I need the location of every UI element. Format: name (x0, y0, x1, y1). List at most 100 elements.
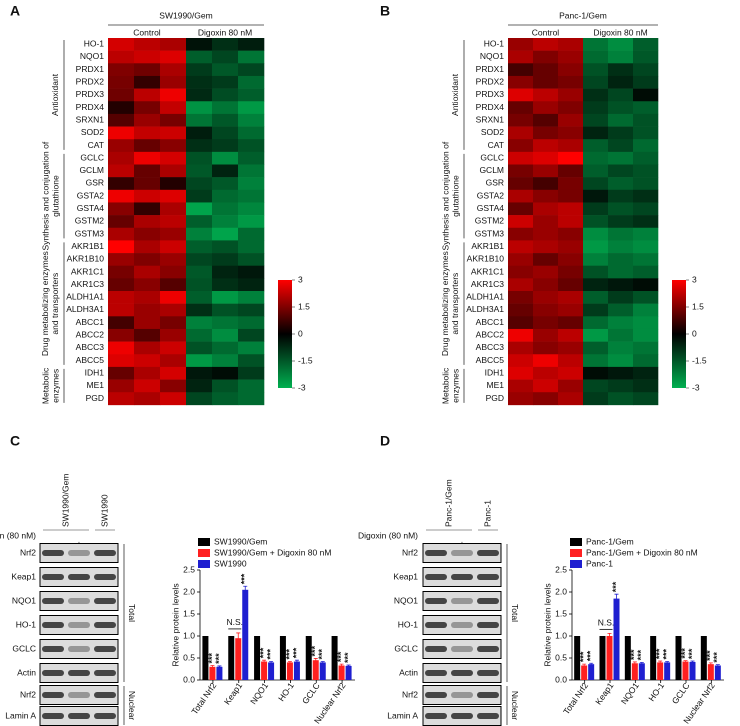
heatmap-cell (186, 392, 213, 406)
blot-band (477, 574, 499, 580)
x-tick-label: GCLC (300, 681, 322, 706)
row-label: ALDH1A1 (66, 292, 104, 302)
heatmap-cell (134, 366, 161, 380)
heatmap-cell (238, 328, 265, 342)
heatmap-cell (238, 202, 265, 216)
heatmap-cell (212, 164, 239, 178)
heatmap-cell (633, 328, 659, 342)
panel-label: B (380, 3, 390, 19)
heatmap-cell (160, 202, 187, 216)
heatmap-cell (583, 354, 609, 368)
error-bar (683, 660, 688, 663)
colorbar-label: 3 (298, 274, 303, 284)
bar (638, 663, 645, 680)
x-tick-label: Keap1 (593, 680, 615, 706)
heatmap-cell (108, 215, 135, 229)
heatmap-cell (508, 126, 534, 140)
heatmap-cell (633, 38, 659, 51)
heatmap-cell (160, 75, 187, 89)
heatmap-cell (160, 50, 187, 64)
row-label: SOD2 (481, 127, 504, 137)
blot-row-label: NQO1 (394, 595, 418, 605)
heatmap-cell (134, 291, 161, 304)
heatmap-cell (583, 164, 609, 178)
heatmap-cell (533, 341, 559, 355)
heatmap-cell (212, 151, 239, 165)
heatmap-cell (212, 392, 239, 406)
heatmap-cell (508, 177, 534, 191)
heatmap-cell (558, 75, 584, 89)
blot-group-label: Total (127, 604, 137, 622)
heatmap-cell (134, 126, 161, 140)
heatmap-cell (608, 341, 634, 355)
error-bar (287, 661, 292, 664)
heatmap-cell (508, 38, 534, 51)
row-label: ME1 (487, 380, 505, 390)
heatmap-cell (558, 177, 584, 191)
error-bar (236, 632, 241, 644)
heatmap-cell (533, 253, 559, 266)
heatmap-cell (238, 75, 265, 89)
legend-swatch (198, 560, 210, 568)
heatmap-cell (583, 151, 609, 165)
heatmap-cell (558, 253, 584, 266)
heatmap-cell (583, 303, 609, 317)
heatmap-cell (238, 366, 265, 380)
significance-label: *** (258, 647, 268, 658)
heatmap-cell (533, 151, 559, 165)
bar (235, 638, 242, 680)
bar (689, 661, 696, 680)
row-label: NQO1 (480, 51, 504, 61)
blot-band (42, 670, 64, 676)
heatmap-cell (186, 303, 213, 317)
heatmap-cell (212, 253, 239, 266)
colorbar-label: 1.5 (692, 301, 704, 311)
blot-row-label: GCLC (12, 643, 36, 653)
heatmap-cell (558, 126, 584, 140)
heatmap-cell (558, 38, 584, 51)
heatmap-cell (508, 88, 534, 102)
blot-band (42, 646, 64, 652)
heatmap-cell (134, 240, 161, 254)
heatmap-cell (238, 139, 265, 153)
heatmap-cell (508, 303, 534, 317)
heatmap-cell (212, 63, 239, 77)
heatmap-cell (160, 88, 187, 102)
legend-label: Panc-1/Gem + Digoxin 80 nM (586, 547, 698, 557)
bar (268, 662, 275, 680)
heatmap-cell (134, 63, 161, 77)
bar (331, 636, 338, 680)
heatmap-cell (212, 88, 239, 102)
blot-band (68, 574, 90, 580)
blot-band (451, 622, 473, 628)
blot-band (68, 598, 90, 604)
row-label: AKR1B1 (471, 241, 504, 251)
heatmap-cell (508, 354, 534, 368)
heatmap-cell (238, 126, 265, 140)
row-label: NQO1 (80, 51, 104, 61)
heatmap-cell (533, 227, 559, 241)
heatmap-cell (508, 50, 534, 64)
heatmap-cell (108, 265, 135, 279)
heatmap-cell (583, 139, 609, 153)
error-bar (658, 660, 663, 664)
blot-band (94, 713, 116, 719)
heatmap-cell (160, 101, 187, 115)
heatmap-cell (160, 291, 187, 304)
heatmap-cell (160, 379, 187, 393)
bar (588, 664, 595, 680)
heatmap-cell (212, 50, 239, 64)
significance-label: *** (611, 581, 621, 592)
row-label: ALDH1A1 (466, 292, 504, 302)
legend-swatch (198, 549, 210, 557)
row-label: IDH1 (85, 367, 105, 377)
heatmap-cell (583, 38, 609, 51)
row-label: ABCC2 (476, 330, 505, 340)
heatmap-cell (583, 328, 609, 342)
heatmap-cell (558, 189, 584, 203)
blot-band (94, 622, 116, 628)
heatmap-cell (108, 366, 135, 380)
heatmap-cell (533, 164, 559, 178)
heatmap-cell (134, 316, 161, 330)
heatmap-cell (108, 328, 135, 342)
